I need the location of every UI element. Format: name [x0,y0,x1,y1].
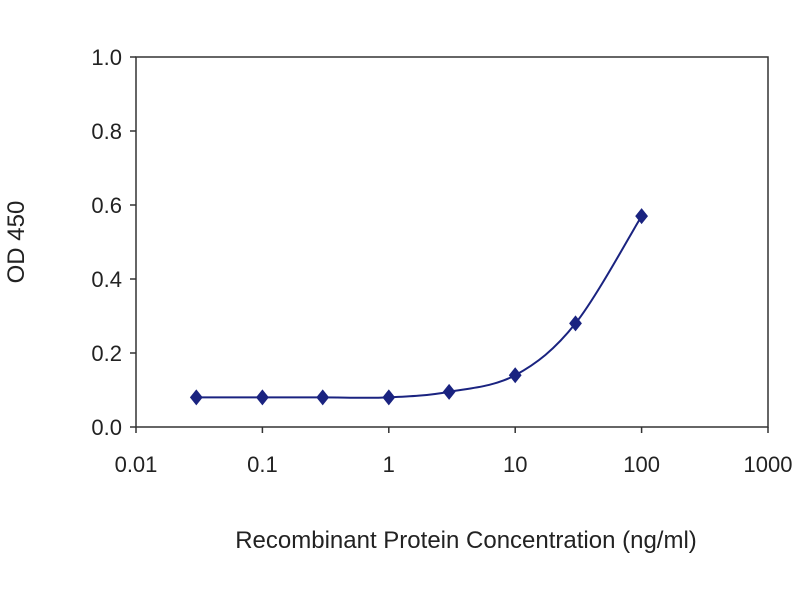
plot-frame [135,56,769,428]
data-point [635,208,648,225]
data-point [316,389,330,406]
data-point [442,383,456,400]
data-point [382,389,396,406]
data-point [569,315,582,332]
x-tick-label: 0.1 [247,452,278,477]
x-tick-label: 1000 [744,452,793,477]
x-tick-label: 1 [383,452,395,477]
y-tick-label: 0.0 [91,415,122,440]
y-tick-label: 0.4 [91,267,122,292]
series-layer [189,208,648,406]
x-axis-title: Recombinant Protein Concentration (ng/ml… [235,527,697,554]
x-tick-label: 10 [503,452,527,477]
y-tick-label: 0.8 [91,119,122,144]
tick-layer: 0.0 0.2 0.4 0.6 0.8 1.0 0.01 0.1 1 10 100 1000 [91,45,792,477]
y-tick-label: 0.2 [91,341,122,366]
data-point [189,389,203,406]
x-tick-label: 0.01 [115,452,158,477]
axis-layer [130,56,769,433]
data-point [508,367,522,384]
x-tick-label: 100 [623,452,660,477]
y-tick-label: 0.6 [91,193,122,218]
data-point [256,389,269,406]
y-axis-title: OD 450 [3,201,30,284]
y-tick-label: 1.0 [91,45,122,70]
